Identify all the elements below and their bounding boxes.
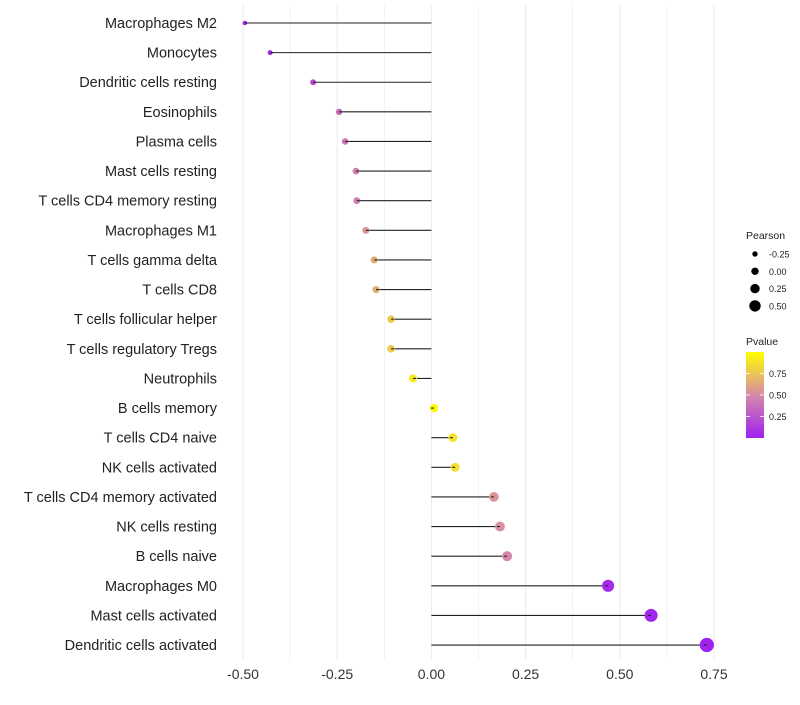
x-tick-label: 0.50 (606, 666, 633, 682)
size-legend-label: 0.25 (769, 284, 787, 294)
y-tick-label: T cells CD4 memory activated (24, 490, 217, 506)
size-legend-label: -0.25 (769, 250, 790, 260)
size-legend-key (752, 251, 758, 257)
size-legend-key (749, 300, 761, 312)
color-legend-label: 0.25 (769, 412, 787, 422)
size-legend-label: 0.00 (769, 267, 787, 277)
color-legend-label: 0.75 (769, 369, 787, 379)
y-tick-label: T cells CD4 memory resting (38, 194, 217, 210)
y-tick-label: Mast cells activated (90, 608, 217, 624)
y-tick-label: T cells regulatory Tregs (67, 342, 217, 358)
color-legend-title: Pvalue (746, 336, 778, 348)
x-tick-label: 0.75 (700, 666, 727, 682)
size-legend-key (751, 267, 759, 275)
x-tick-label: -0.50 (227, 666, 259, 682)
y-tick-label: NK cells resting (116, 520, 217, 536)
y-tick-label: Plasma cells (136, 134, 217, 150)
y-tick-label: Dendritic cells resting (79, 75, 217, 91)
y-tick-label: T cells follicular helper (74, 312, 217, 328)
y-tick-label: Dendritic cells activated (65, 638, 217, 654)
x-tick-label: 0.00 (418, 666, 445, 682)
size-legend-label: 0.50 (769, 301, 787, 311)
y-tick-label: Macrophages M2 (105, 16, 217, 32)
y-tick-label: Neutrophils (144, 371, 217, 387)
y-tick-label: T cells gamma delta (88, 253, 218, 269)
y-tick-label: T cells CD8 (142, 283, 217, 299)
y-tick-label: Mast cells resting (105, 164, 217, 180)
y-tick-label: T cells CD4 naive (104, 431, 217, 447)
y-tick-label: Macrophages M0 (105, 579, 217, 595)
y-tick-label: Macrophages M1 (105, 223, 217, 239)
size-legend-key (750, 283, 760, 294)
y-tick-label: NK cells activated (102, 460, 217, 476)
x-tick-label: 0.25 (512, 666, 539, 682)
y-tick-label: B cells memory (118, 401, 218, 417)
color-legend-bar (746, 352, 764, 438)
color-legend-label: 0.50 (769, 391, 787, 401)
x-tick-label: -0.25 (321, 666, 353, 682)
size-legend-title: Pearson (746, 230, 785, 242)
lollipop-point (644, 608, 658, 622)
y-tick-label: Eosinophils (143, 105, 217, 121)
y-tick-label: B cells naive (136, 549, 217, 565)
y-tick-label: Monocytes (147, 46, 217, 62)
